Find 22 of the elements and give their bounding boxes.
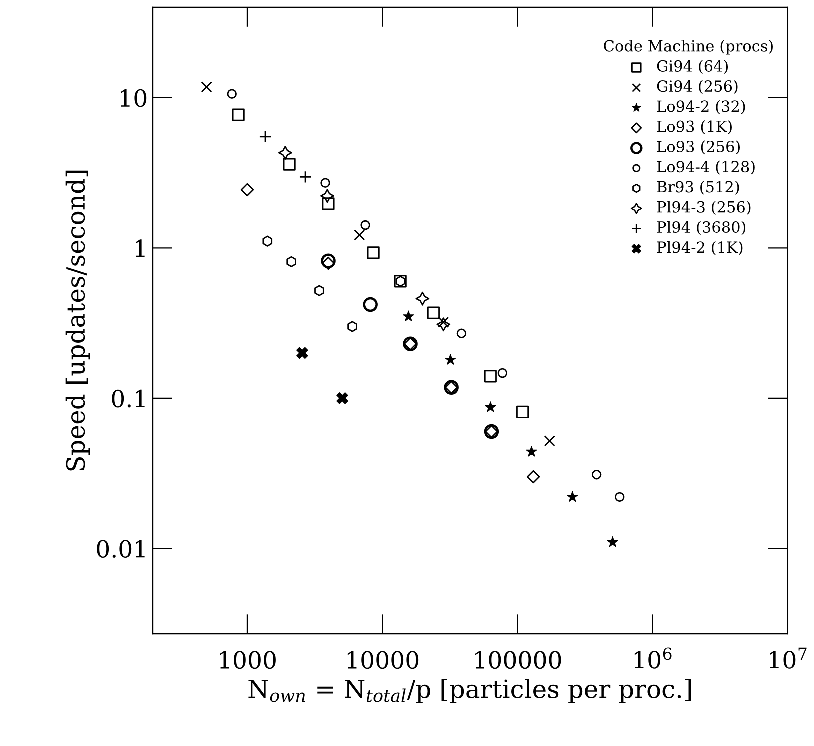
x-tick-label: 1000 [220,651,276,670]
legend-label: Pl94-3 (256) [657,201,751,216]
legend-label: Pl94-2 (1K) [657,241,743,256]
y-tick-label: 0.01 [97,540,145,558]
x-tick-label: 10000 [348,651,419,670]
y-tick-label: 1 [136,240,145,258]
x-axis-title: N$_{own}$ = N$_{total}$/p [particles per proc.] [248,679,692,704]
legend-label: Lo93 (1K) [657,120,732,135]
y-axis-title: Speed [updates/second] [66,170,90,471]
legend-label: Br93 (512) [657,180,740,195]
y-tick-label: 0.1 [112,390,145,408]
legend-label: Gi94 (64) [657,60,728,74]
x-tick-label: 10$^{7}$ [770,648,807,669]
legend-label: Pl94 (3680) [657,221,746,236]
x-tick-label: 10$^{6}$ [634,648,672,669]
x-tick-label: 100000 [476,651,562,670]
legend-label: Gi94 (256) [657,80,738,94]
legend-label: Lo94-2 (32) [657,100,746,114]
legend-label: Lo93 (256) [657,140,740,155]
legend-title: Code Machine (procs) [604,40,773,55]
y-tick-label: 10 [121,89,147,108]
legend-label: Lo94-4 (128) [657,160,755,175]
